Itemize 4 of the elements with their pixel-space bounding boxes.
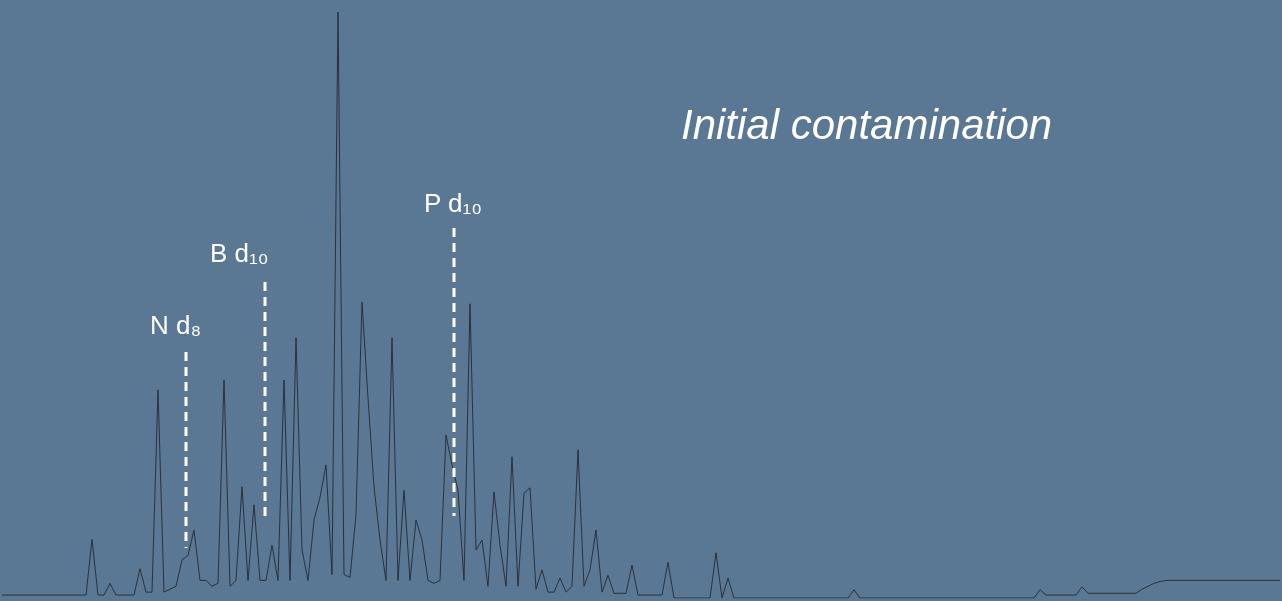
text: Initial contamination [681, 100, 1053, 148]
annotation: B d₁₀ [210, 238, 269, 269]
annotation: P d₁₀ [424, 188, 483, 219]
annotation: N d₈ [150, 310, 202, 341]
